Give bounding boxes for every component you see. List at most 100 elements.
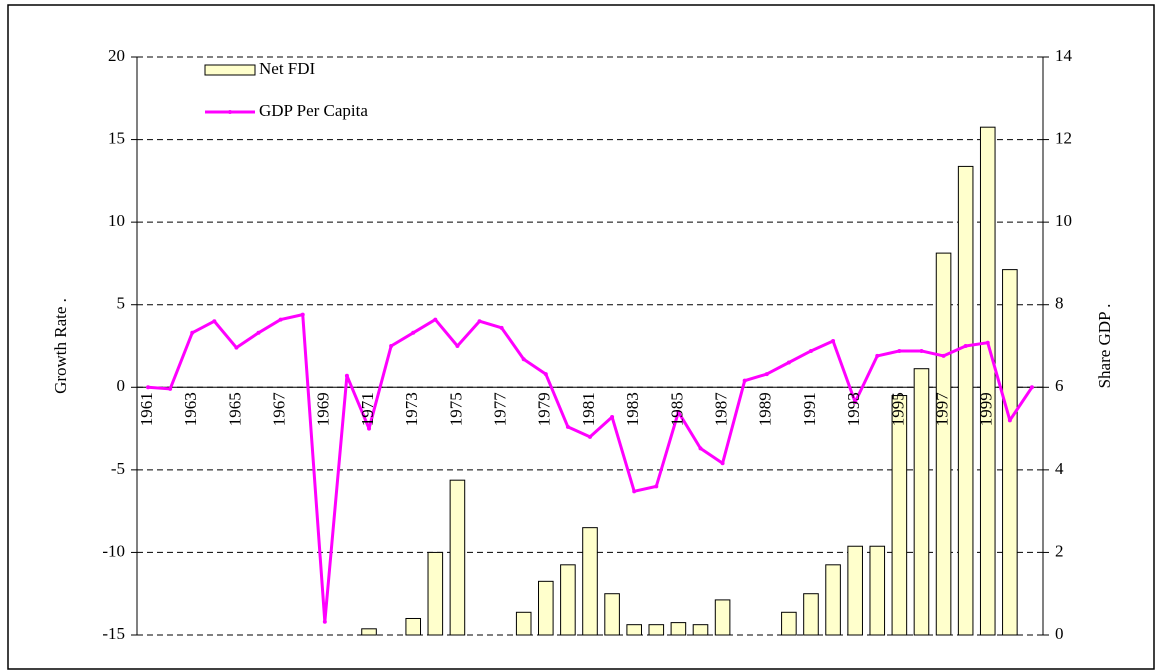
point [963, 344, 968, 348]
y-tick-label: 15 [108, 128, 125, 147]
y2-tick-label: 2 [1055, 541, 1064, 560]
point [610, 415, 615, 420]
bar [361, 628, 377, 636]
point [300, 312, 305, 317]
bar [935, 252, 952, 636]
x-tick-label: 1983 [623, 392, 642, 426]
bar [538, 580, 554, 636]
point [853, 400, 858, 405]
x-tick-label: 1969 [314, 392, 333, 426]
point [632, 489, 637, 494]
point [389, 344, 394, 348]
bar [427, 551, 444, 636]
bar [781, 611, 797, 636]
point [565, 424, 570, 429]
y2-tick-label: 6 [1055, 376, 1064, 395]
point [278, 317, 283, 322]
x-tick-label: 1963 [181, 392, 200, 426]
bar [582, 527, 598, 636]
x-tick-label: 1975 [446, 392, 465, 426]
point [698, 446, 703, 451]
y-tick-label: 0 [117, 376, 126, 395]
x-tick-label: 1971 [358, 392, 377, 426]
point [411, 330, 416, 335]
x-tick-label: 1961 [137, 392, 156, 426]
point [543, 372, 548, 377]
y2-tick-label: 14 [1055, 46, 1073, 65]
bar [515, 611, 532, 636]
point [1029, 385, 1034, 390]
y-axis-title: Growth Rate . [51, 298, 70, 394]
x-tick-label: 1997 [932, 392, 951, 427]
point [256, 330, 261, 335]
y2-tick-label: 8 [1055, 294, 1064, 313]
point [477, 319, 482, 324]
y-tick-label: -5 [111, 459, 125, 478]
bar [825, 564, 841, 636]
legend-label: Net FDI [259, 59, 316, 78]
point [742, 378, 747, 383]
bar [957, 165, 974, 636]
point [764, 372, 769, 377]
bar [449, 479, 466, 636]
x-tick-label: 1993 [844, 392, 863, 426]
x-tick-label: 1991 [800, 392, 819, 426]
legend-swatch [204, 64, 256, 76]
x-tick-label: 1965 [225, 392, 244, 426]
x-tick-label: 1967 [270, 392, 289, 427]
y-tick-label: 20 [108, 46, 125, 65]
point [234, 345, 239, 350]
x-tick-label: 1995 [888, 392, 907, 426]
x-tick-label: 1981 [579, 392, 598, 426]
point [941, 353, 946, 358]
bar [891, 395, 908, 636]
y-tick-label: -10 [102, 541, 125, 560]
y2-axis-title: Share GDP . [1095, 304, 1114, 389]
bar [692, 624, 709, 636]
point [831, 339, 836, 344]
point [455, 344, 460, 348]
bar [869, 545, 886, 636]
point [588, 434, 592, 439]
bar [803, 593, 819, 636]
y2-tick-label: 12 [1055, 128, 1072, 147]
point [676, 410, 681, 415]
y2-tick-label: 10 [1055, 211, 1072, 230]
point [433, 317, 438, 322]
point [985, 340, 990, 345]
point [521, 357, 526, 362]
bar [979, 126, 996, 636]
y2-tick-label: 4 [1055, 459, 1064, 478]
point [499, 325, 504, 330]
point [212, 319, 217, 324]
bar [604, 593, 620, 636]
point [919, 348, 924, 353]
bar [648, 624, 665, 636]
point [367, 426, 372, 431]
y-tick-label: 5 [117, 294, 126, 313]
legend-marker [228, 110, 232, 114]
point [654, 484, 659, 489]
bar [560, 564, 576, 636]
x-tick-label: 1987 [711, 392, 730, 427]
y-tick-label: -15 [102, 624, 125, 643]
point [344, 373, 349, 378]
bar [1002, 269, 1018, 636]
point [168, 386, 173, 391]
bar [670, 622, 687, 636]
x-tick-label: 1977 [491, 392, 510, 427]
bar [714, 599, 731, 636]
point [322, 619, 327, 624]
x-tick-label: 1985 [667, 392, 686, 426]
point [786, 360, 791, 365]
y2-tick-label: 0 [1055, 624, 1064, 643]
bar [626, 624, 642, 636]
point [897, 348, 902, 353]
x-tick-label: 1999 [977, 392, 996, 426]
legend-label: GDP Per Capita [259, 101, 368, 120]
bar [847, 545, 863, 636]
y-tick-label: 10 [108, 211, 125, 230]
x-tick-label: 1989 [756, 392, 775, 426]
x-tick-label: 1973 [402, 392, 421, 426]
point [875, 353, 880, 358]
